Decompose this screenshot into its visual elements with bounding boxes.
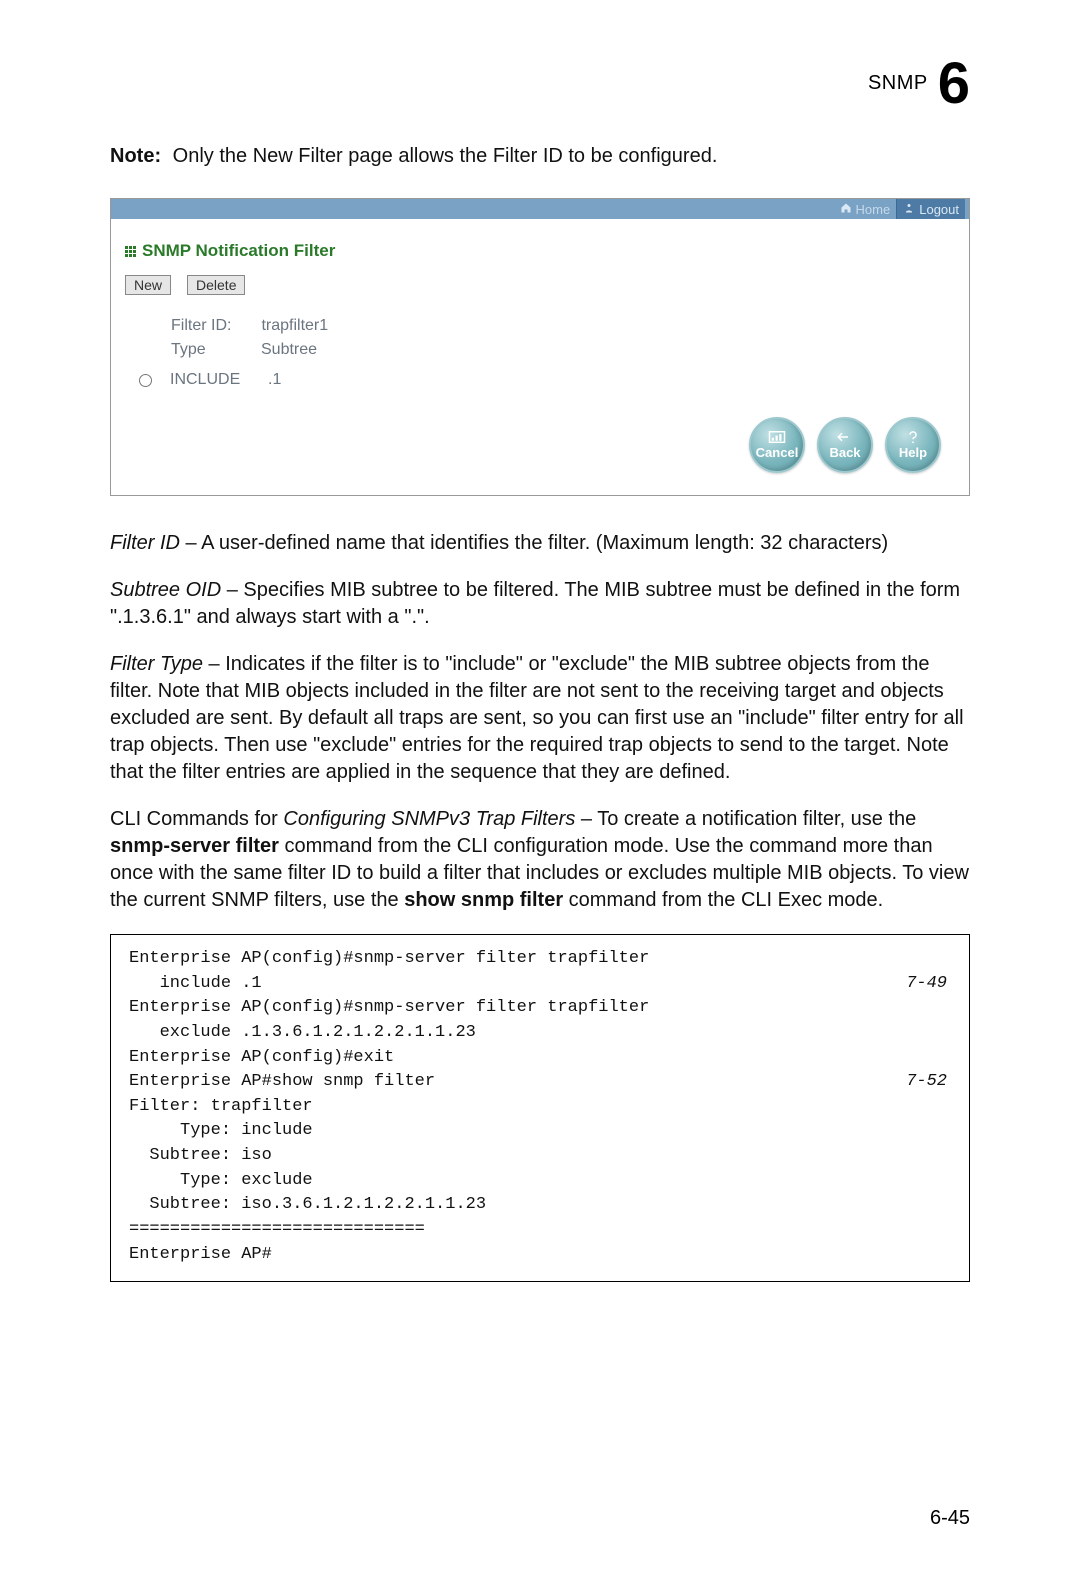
cli-cmd2: show snmp filter (404, 889, 563, 911)
panel-title-row: SNMP Notification Filter (125, 241, 955, 261)
filter-type-desc: – Indicates if the filter is to "include… (110, 653, 964, 783)
cli-line: Enterprise AP(config)#exit (129, 1046, 951, 1071)
subtree-oid-term: Subtree OID (110, 579, 221, 601)
cli-line: Subtree: iso.3.6.1.2.1.2.2.1.1.23 (129, 1193, 951, 1218)
logout-label: Logout (919, 202, 959, 217)
cancel-icon (768, 430, 786, 444)
cli-output-box: Enterprise AP(config)#snmp-server filter… (110, 934, 970, 1282)
cli-text: Subtree: iso (129, 1144, 272, 1169)
action-button-row: Cancel Back Help (125, 417, 955, 473)
filter-type-term: Filter Type (110, 653, 203, 675)
help-button[interactable]: Help (885, 417, 941, 473)
home-link[interactable]: Home (834, 199, 897, 219)
note-paragraph: Note: Only the New Filter page allows th… (110, 145, 970, 168)
help-icon (904, 430, 922, 444)
note-prefix: Note: (110, 145, 161, 167)
home-icon (840, 202, 852, 217)
cli-line: Type: exclude (129, 1169, 951, 1194)
cli-text: Subtree: iso.3.6.1.2.1.2.2.1.1.23 (129, 1193, 486, 1218)
panel-title: SNMP Notification Filter (142, 241, 335, 261)
entry-type: INCLUDE (170, 371, 250, 389)
cli-line: Type: include (129, 1119, 951, 1144)
cli-cmd1: snmp-server filter (110, 835, 279, 857)
filter-id-desc: – A user-defined name that identifies th… (180, 532, 888, 554)
cli-intro-post1: – To create a notification filter, use t… (575, 808, 916, 830)
cli-intro-post3: command from the CLI Exec mode. (563, 889, 883, 911)
section-label: SNMP (868, 72, 928, 95)
subtree-oid-paragraph: Subtree OID – Specifies MIB subtree to b… (110, 577, 970, 631)
back-label: Back (829, 445, 860, 460)
radio-button[interactable] (139, 374, 152, 387)
cli-line: Enterprise AP(config)#snmp-server filter… (129, 996, 951, 1021)
cli-text: Enterprise AP#show snmp filter (129, 1070, 435, 1095)
cli-text: Enterprise AP(config)#exit (129, 1046, 394, 1071)
chapter-number: 6 (938, 50, 970, 117)
note-text: Only the New Filter page allows the Filt… (173, 145, 718, 167)
help-label: Help (899, 445, 927, 460)
cli-ref: 7-49 (906, 972, 951, 997)
cli-line: Filter: trapfilter (129, 1095, 951, 1120)
ui-screenshot: Home Logout SNMP Notification Filter New… (110, 198, 970, 496)
cli-line: include .1 7-49 (129, 972, 951, 997)
cli-ref: 7-52 (906, 1070, 951, 1095)
filter-type-paragraph: Filter Type – Indicates if the filter is… (110, 651, 970, 786)
cli-line: ============================= (129, 1218, 951, 1243)
cli-intro-em: Configuring SNMPv3 Trap Filters (283, 808, 575, 830)
cli-text: ============================= (129, 1218, 425, 1243)
delete-button[interactable]: Delete (187, 275, 245, 295)
cancel-label: Cancel (756, 445, 799, 460)
cli-text: Filter: trapfilter (129, 1095, 313, 1120)
back-icon (836, 430, 854, 444)
logout-link[interactable]: Logout (896, 199, 965, 219)
cli-text: Type: exclude (129, 1169, 313, 1194)
cli-line: exclude .1.3.6.1.2.1.2.2.1.1.23 (129, 1021, 951, 1046)
new-button[interactable]: New (125, 275, 171, 295)
back-button[interactable]: Back (817, 417, 873, 473)
subtree-oid-desc: – Specifies MIB subtree to be filtered. … (110, 579, 960, 628)
home-label: Home (856, 202, 891, 217)
field-block: Filter ID: trapfilter1 Type Subtree (125, 317, 955, 359)
page-header: SNMP 6 (110, 50, 970, 117)
cli-line: Enterprise AP(config)#snmp-server filter… (129, 947, 951, 972)
filter-id-value: trapfilter1 (261, 317, 328, 335)
cli-line: Subtree: iso (129, 1144, 951, 1169)
col-header-row: Type Subtree (171, 341, 955, 359)
cli-intro-pre: CLI Commands for (110, 808, 283, 830)
cli-text: exclude .1.3.6.1.2.1.2.2.1.1.23 (129, 1021, 476, 1046)
filter-entry-row: INCLUDE .1 (125, 371, 955, 389)
button-row: New Delete (125, 275, 955, 295)
entry-subtree: .1 (268, 371, 281, 389)
cancel-button[interactable]: Cancel (749, 417, 805, 473)
cli-line: Enterprise AP# (129, 1243, 951, 1268)
cli-line: Enterprise AP#show snmp filter 7-52 (129, 1070, 951, 1095)
filter-id-row: Filter ID: trapfilter1 (171, 317, 955, 335)
cli-text: Enterprise AP# (129, 1243, 272, 1268)
grid-icon (125, 246, 136, 257)
logout-icon (903, 202, 915, 217)
cli-text: Type: include (129, 1119, 313, 1144)
panel-body: SNMP Notification Filter New Delete Filt… (111, 219, 969, 495)
cli-text: Enterprise AP(config)#snmp-server filter… (129, 947, 649, 972)
topbar: Home Logout (111, 199, 969, 219)
filter-id-term: Filter ID (110, 532, 180, 554)
page-number: 6-45 (930, 1507, 970, 1530)
subtree-col-label: Subtree (261, 341, 317, 359)
cli-intro-paragraph: CLI Commands for Configuring SNMPv3 Trap… (110, 806, 970, 914)
cli-text: include .1 (129, 972, 262, 997)
type-col-label: Type (171, 341, 231, 359)
cli-text: Enterprise AP(config)#snmp-server filter… (129, 996, 649, 1021)
filter-id-paragraph: Filter ID – A user-defined name that ide… (110, 530, 970, 557)
filter-id-label: Filter ID: (171, 317, 231, 335)
